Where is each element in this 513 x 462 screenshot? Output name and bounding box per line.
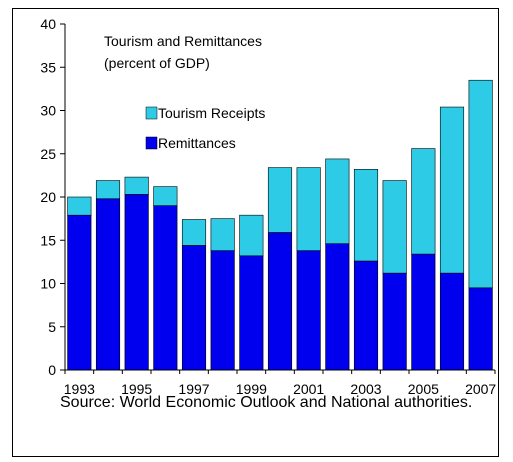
bar-tourism-receipts-2007	[468, 79, 493, 289]
chart-svg: 0 5 10 15 20 25 30 35 40 1993 1995 1997 1999 2001 200…	[40, 16, 496, 397]
y-tick-label: 30	[40, 103, 56, 119]
x-tick-label: 1997	[178, 381, 209, 397]
bar-remittances-1995	[124, 194, 149, 371]
x-tick-label: 2001	[293, 381, 324, 397]
bar-tourism-receipts-2005	[411, 148, 436, 255]
bar-tourism-receipts-1996	[153, 186, 178, 206]
y-tick-label: 5	[48, 319, 56, 335]
y-tick-label: 15	[40, 232, 56, 248]
bar-tourism-receipts-2002	[325, 158, 350, 245]
x-tick-label: 1995	[121, 381, 152, 397]
bar-remittances-2004	[382, 272, 407, 371]
bar-tourism-receipts-1998	[210, 218, 235, 251]
y-ticks-group: 0 5 10 15 20 25 30 35 40	[40, 16, 65, 378]
legend: Tourism Receipts Remittances	[145, 105, 265, 151]
bar-remittances-1994	[95, 198, 121, 371]
bar-remittances-1998	[210, 250, 235, 371]
legend-swatch-tourism	[145, 106, 158, 120]
bar-remittances-2002	[325, 243, 350, 371]
chart-title: Tourism and Remittances	[104, 33, 262, 49]
chart-subtitle: (percent of GDP)	[104, 55, 210, 71]
y-tick-label: 20	[40, 189, 56, 205]
bar-tourism-receipts-1997	[181, 219, 207, 246]
legend-label-remittances: Remittances	[158, 135, 236, 151]
bar-remittances-2006	[439, 272, 465, 371]
y-tick-label: 35	[40, 59, 56, 75]
bar-tourism-receipts-1995	[124, 176, 149, 195]
bar-tourism-receipts-1999	[239, 214, 264, 257]
bar-remittances-1996	[153, 205, 178, 371]
chart-frame: 0 5 10 15 20 25 30 35 40 1993 1995 1997 1999 2001 200…	[12, 8, 499, 457]
bar-tourism-receipts-1994	[95, 180, 121, 200]
x-tick-label: 2005	[408, 381, 439, 397]
bar-tourism-receipts-2003	[353, 169, 379, 262]
x-ticks-group: 1993 1995 1997 1999 2001 2003 2005 2007	[64, 370, 496, 397]
bars-group	[67, 79, 493, 371]
bar-tourism-receipts-2006	[439, 106, 465, 274]
bar-tourism-receipts-1993	[67, 196, 92, 216]
bar-remittances-1993	[67, 214, 92, 371]
legend-swatch-remittances	[145, 136, 158, 150]
x-tick-label: 2003	[350, 381, 381, 397]
bar-remittances-2005	[411, 253, 436, 371]
bar-remittances-2001	[296, 250, 321, 371]
bar-tourism-receipts-2004	[382, 180, 407, 274]
source-note: Source: World Economic Outlook and Natio…	[60, 394, 473, 411]
bar-tourism-receipts-2000	[267, 167, 293, 233]
bar-remittances-2000	[267, 232, 293, 371]
bar-tourism-receipts-2001	[296, 167, 321, 251]
bar-remittances-1997	[181, 245, 207, 371]
y-tick-label: 10	[40, 276, 56, 292]
bar-remittances-2003	[353, 260, 379, 371]
x-tick-label: 2007	[465, 381, 496, 397]
y-tick-label: 25	[40, 146, 56, 162]
y-tick-label: 40	[40, 16, 56, 32]
legend-label-tourism: Tourism Receipts	[158, 105, 265, 121]
y-tick-label: 0	[48, 362, 56, 378]
bar-remittances-1999	[239, 255, 264, 371]
x-tick-label: 1999	[236, 381, 267, 397]
x-tick-label: 1993	[64, 381, 95, 397]
bar-remittances-2007	[468, 287, 493, 371]
